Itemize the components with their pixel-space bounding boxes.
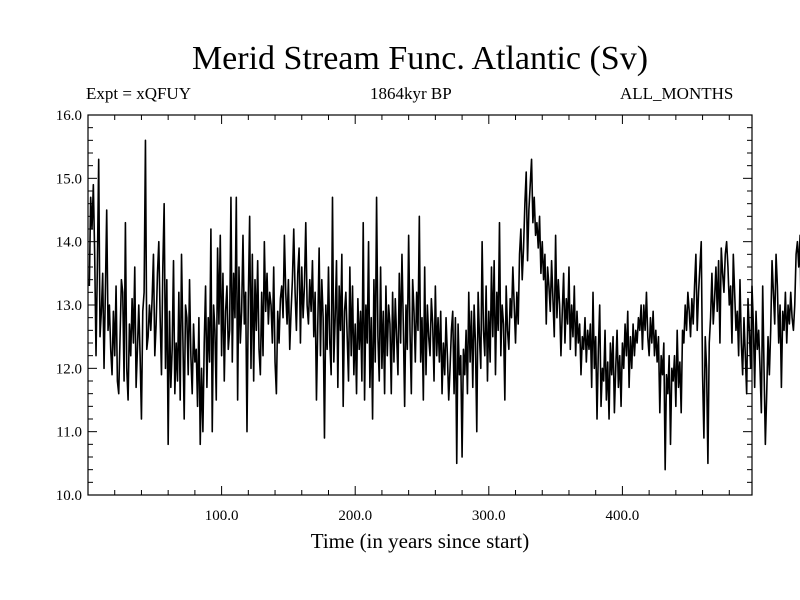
months-label: ALL_MONTHS (620, 84, 734, 103)
x-tick-label: 100.0 (205, 508, 239, 524)
y-tick-label: 14.0 (56, 235, 82, 251)
series-line-atlantic-msf (88, 139, 800, 471)
plot-frame (87, 114, 753, 496)
y-tick-label: 16.0 (56, 108, 82, 124)
experiment-label: Expt = xQFUY (86, 84, 191, 103)
x-tick-label: 200.0 (338, 508, 372, 524)
chart-title: Merid Stream Func. Atlantic (Sv) (191, 40, 649, 77)
y-tick-label: 15.0 (56, 171, 82, 187)
x-tick-label: 400.0 (606, 508, 640, 524)
y-tick-label: 10.0 (56, 488, 82, 504)
x-tick-label: 300.0 (472, 508, 506, 524)
y-tick-label: 11.0 (56, 425, 82, 441)
y-axis-ticks: 10.0 11.0 12.0 13.0 14.0 15.0 16.0 (56, 108, 752, 504)
x-axis-label: Time (in years since start) (311, 529, 530, 553)
y-tick-label: 13.0 (56, 298, 82, 314)
y-tick-label: 12.0 (56, 361, 82, 377)
x-axis-ticks: 100.0 200.0 300.0 400.0 (114, 115, 730, 524)
period-label: 1864kyr BP (370, 84, 452, 103)
